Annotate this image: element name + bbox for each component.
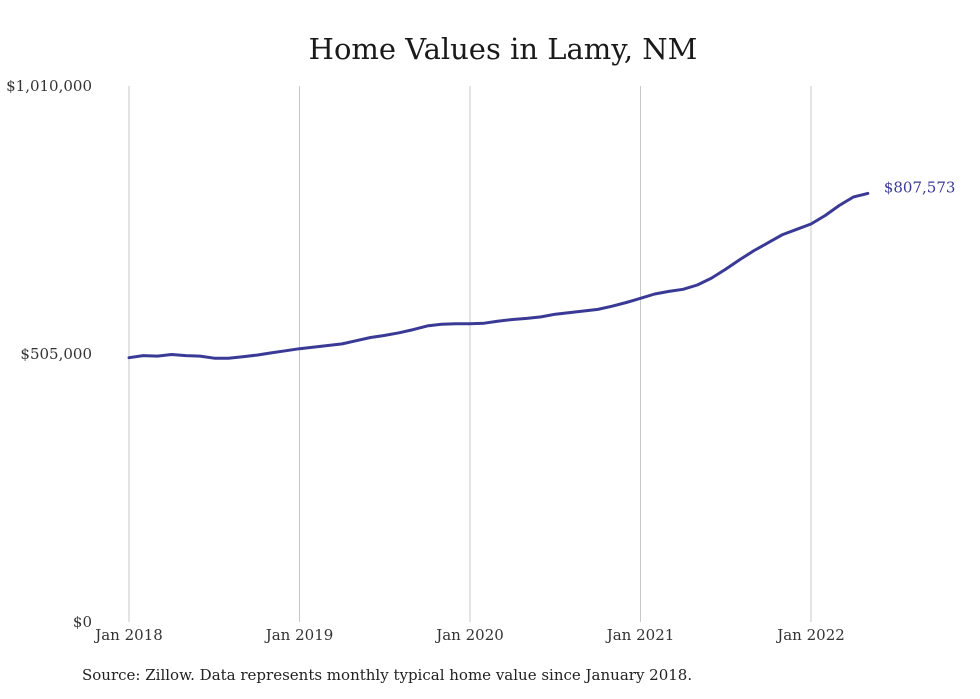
grid-lines <box>128 86 812 622</box>
x-tick-label: Jan 2021 <box>605 626 675 644</box>
y-tick-label: $1,010,000 <box>6 77 92 95</box>
x-tick-label: Jan 2022 <box>775 626 845 644</box>
x-axis-ticks: Jan 2018 Jan 2019 Jan 2020 Jan 2021 Jan 2022 <box>93 626 845 644</box>
x-tick-label: Jan 2019 <box>264 626 334 644</box>
x-tick-label: Jan 2018 <box>93 626 163 644</box>
source-note: Source: Zillow. Data represents monthly … <box>82 666 693 684</box>
x-tick-label: Jan 2020 <box>434 626 504 644</box>
y-tick-label: $0 <box>73 613 92 631</box>
end-value-label: $807,573 <box>884 178 956 196</box>
chart-title: Home Values in Lamy, NM <box>309 32 698 66</box>
y-axis-ticks: $0 $505,000 $1,010,000 <box>6 77 92 631</box>
y-tick-label: $505,000 <box>20 345 92 363</box>
series-line <box>127 191 870 360</box>
